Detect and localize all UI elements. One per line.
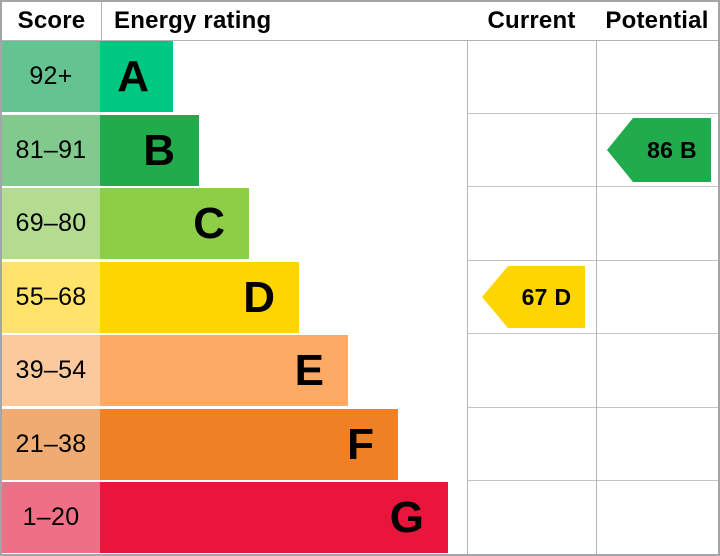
band-bar: A [100,41,173,112]
band-letter: B [143,125,175,175]
band-score-range: 21–38 [2,409,100,480]
band-bar: E [100,335,348,406]
band-bar: C [100,188,249,259]
band-letter: E [294,345,324,395]
band-bar: F [100,409,398,480]
potential-column-divider [596,2,597,554]
row-divider-line [467,480,718,481]
band-score-range: 81–91 [2,115,100,186]
band-bar: B [100,115,199,186]
band-letter: D [243,272,275,322]
band-letter: A [117,51,149,101]
energy-rating-column-header: Energy rating [101,2,467,40]
potential-rating-label: 86 B [647,136,697,163]
row-divider-line [467,407,718,408]
band-letter: C [193,198,225,248]
band-row: 1–20 G [2,482,448,553]
row-divider-line [467,333,718,334]
band-letter: F [347,419,374,469]
band-letter: G [389,492,424,542]
chart-header-row: Score Energy rating Current Potential [2,2,718,41]
band-row: 81–91 B [2,115,199,186]
band-score-range: 69–80 [2,188,100,259]
row-divider-line [467,260,718,261]
band-row: 69–80 C [2,188,249,259]
band-score-range: 1–20 [2,482,100,553]
potential-column-header: Potential [605,7,709,34]
band-row: 92+ A [2,41,173,112]
current-column-divider [467,2,468,554]
band-score-range: 55–68 [2,262,100,333]
band-bar: G [100,482,448,553]
band-bar: D [100,262,299,333]
band-score-range: 92+ [2,41,100,112]
score-column-header: Score [17,7,86,34]
band-row: 21–38 F [2,409,398,480]
band-row: 55–68 D [2,262,299,333]
row-divider-line [467,113,718,114]
current-column-header: Current [487,7,576,34]
band-rows: 92+ A 81–91 B 69–80 C 55–68 D 39–54 E 21… [2,41,718,554]
band-score-range: 39–54 [2,335,100,406]
current-rating-label: 67 D [521,283,572,310]
band-row: 39–54 E [2,335,348,406]
row-divider-line [467,186,718,187]
